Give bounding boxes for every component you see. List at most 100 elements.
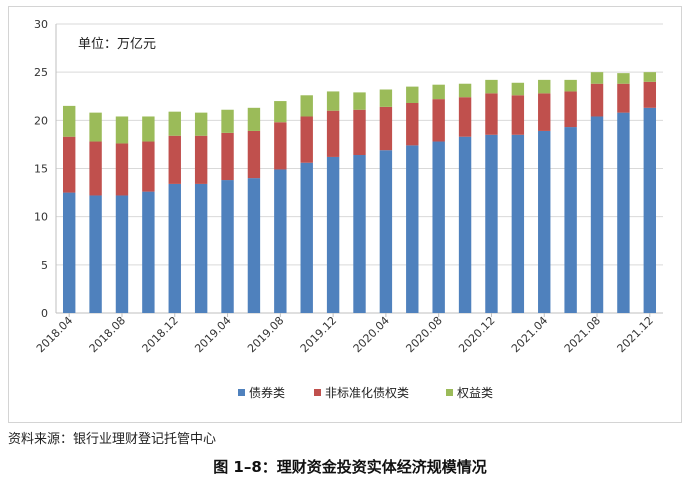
bar-segment-equity	[590, 72, 604, 84]
bar-segment-bond	[326, 156, 340, 313]
bar-segment-nonstandard-debt	[62, 136, 76, 193]
bar-segment-nonstandard-debt	[485, 93, 498, 135]
x-tick-label: 2019.08	[245, 314, 286, 355]
bar-segment-nonstandard-debt	[115, 143, 129, 196]
bar-segment-equity	[326, 91, 340, 111]
bar-segment-equity	[432, 84, 445, 100]
bar-segment-bond	[142, 191, 155, 313]
legend: 债券类 非标准化债权类 权益类	[238, 385, 493, 400]
bar-segment-bond	[511, 134, 525, 313]
bar-segment-equity	[62, 105, 76, 137]
legend-label: 非标准化债权类	[325, 386, 409, 400]
bar-segment-bond	[89, 195, 102, 313]
bar-segment-bond	[168, 183, 181, 313]
bar-segment-equity	[511, 82, 525, 96]
legend-label: 权益类	[457, 386, 493, 400]
bar-segment-bond	[379, 150, 393, 313]
bar-segment-equity	[194, 112, 208, 136]
bar-segment-equity	[115, 116, 129, 144]
y-axis-ticks: 0 5 10 15 20 25 30	[34, 18, 48, 320]
y-tick-label: 15	[34, 163, 48, 176]
source-note: 资料来源：银行业理财登记托管中心	[8, 432, 217, 447]
x-tick-label: 2020.08	[403, 314, 444, 355]
bar-segment-nonstandard-debt	[406, 102, 419, 146]
bar-segment-nonstandard-debt	[564, 91, 577, 128]
bar-segment-nonstandard-debt	[274, 122, 287, 170]
y-tick-label: 25	[34, 66, 48, 79]
bar-segment-bond	[115, 195, 129, 313]
bar-segment-nonstandard-debt	[617, 83, 630, 113]
bar-segment-equity	[538, 79, 551, 94]
legend-swatch	[238, 389, 245, 396]
bar-segment-nonstandard-debt	[511, 95, 525, 135]
legend-label: 债券类	[249, 385, 285, 400]
bar-segment-nonstandard-debt	[142, 141, 155, 192]
bar-segment-bond	[300, 162, 313, 313]
bar-segment-bond	[485, 134, 498, 313]
figure-caption: 图 1–8：理财资金投资实体经济规模情况	[213, 458, 487, 476]
stacked-bar-chart: 0 5 10 15 20 25 30 2018.04 2018.08 2018.12 2019.0…	[34, 18, 663, 400]
bar-segment-nonstandard-debt	[538, 93, 551, 131]
x-tick-label: 2018.12	[140, 314, 181, 355]
bar-segment-nonstandard-debt	[590, 83, 604, 117]
y-tick-label: 20	[34, 114, 48, 127]
bar-segment-nonstandard-debt	[89, 141, 102, 196]
x-tick-label: 2021.12	[615, 314, 656, 355]
bar-segment-equity	[142, 116, 155, 142]
bar-segment-equity	[89, 112, 102, 142]
bar-segment-bond	[194, 183, 208, 313]
x-tick-label: 2019.04	[192, 314, 233, 355]
bar-segment-nonstandard-debt	[353, 109, 366, 156]
bar-segment-bond	[564, 127, 577, 314]
bar-segment-equity	[221, 109, 234, 133]
bar-segment-bond	[62, 192, 76, 313]
x-tick-label: 2019.12	[298, 314, 339, 355]
bar-segment-bond	[353, 155, 366, 313]
bars	[62, 72, 657, 314]
bar-segment-nonstandard-debt	[300, 116, 313, 163]
bar-segment-bond	[274, 169, 287, 313]
x-tick-label: 2021.08	[562, 314, 603, 355]
x-tick-label: 2018.04	[34, 314, 75, 355]
x-tick-label: 2020.04	[351, 314, 392, 355]
bar-segment-bond	[538, 130, 551, 313]
bar-segment-nonstandard-debt	[432, 99, 445, 142]
bar-segment-equity	[247, 107, 261, 131]
y-tick-label: 5	[41, 259, 48, 272]
bar-segment-nonstandard-debt	[247, 130, 261, 179]
bar-segment-equity	[353, 92, 366, 110]
bar-segment-nonstandard-debt	[458, 97, 472, 137]
y-tick-label: 0	[41, 307, 48, 320]
bar-segment-nonstandard-debt	[168, 135, 181, 184]
bar-segment-equity	[379, 89, 393, 107]
bar-segment-equity	[643, 72, 657, 82]
bar-segment-bond	[458, 136, 472, 313]
y-tick-label: 30	[34, 18, 48, 31]
bar-segment-bond	[221, 180, 234, 313]
bar-segment-bond	[617, 112, 630, 313]
bar-segment-bond	[590, 116, 604, 313]
chart-frame	[8, 6, 682, 423]
bar-segment-equity	[458, 83, 472, 98]
bar-segment-nonstandard-debt	[643, 81, 657, 108]
x-axis-ticks: 2018.04 2018.08 2018.12 2019.04 2019.08 2019.…	[34, 313, 656, 355]
legend-swatch	[446, 389, 453, 396]
x-tick-label: 2018.08	[87, 314, 128, 355]
bar-segment-equity	[274, 101, 287, 123]
y-tick-label: 10	[34, 211, 48, 224]
bar-segment-bond	[247, 178, 261, 313]
bar-segment-bond	[406, 145, 419, 313]
bar-segment-equity	[168, 111, 181, 136]
bar-segment-equity	[617, 73, 630, 84]
legend-swatch	[314, 389, 321, 396]
bar-segment-bond	[643, 107, 657, 313]
unit-label: 单位：万亿元	[78, 37, 156, 52]
bar-segment-equity	[485, 79, 498, 94]
x-tick-label: 2021.04	[509, 314, 550, 355]
bar-segment-nonstandard-debt	[221, 132, 234, 181]
bar-segment-equity	[300, 95, 313, 117]
bar-segment-equity	[406, 86, 419, 103]
bar-segment-bond	[432, 141, 445, 313]
bar-segment-equity	[564, 79, 577, 92]
bar-segment-nonstandard-debt	[326, 110, 340, 157]
